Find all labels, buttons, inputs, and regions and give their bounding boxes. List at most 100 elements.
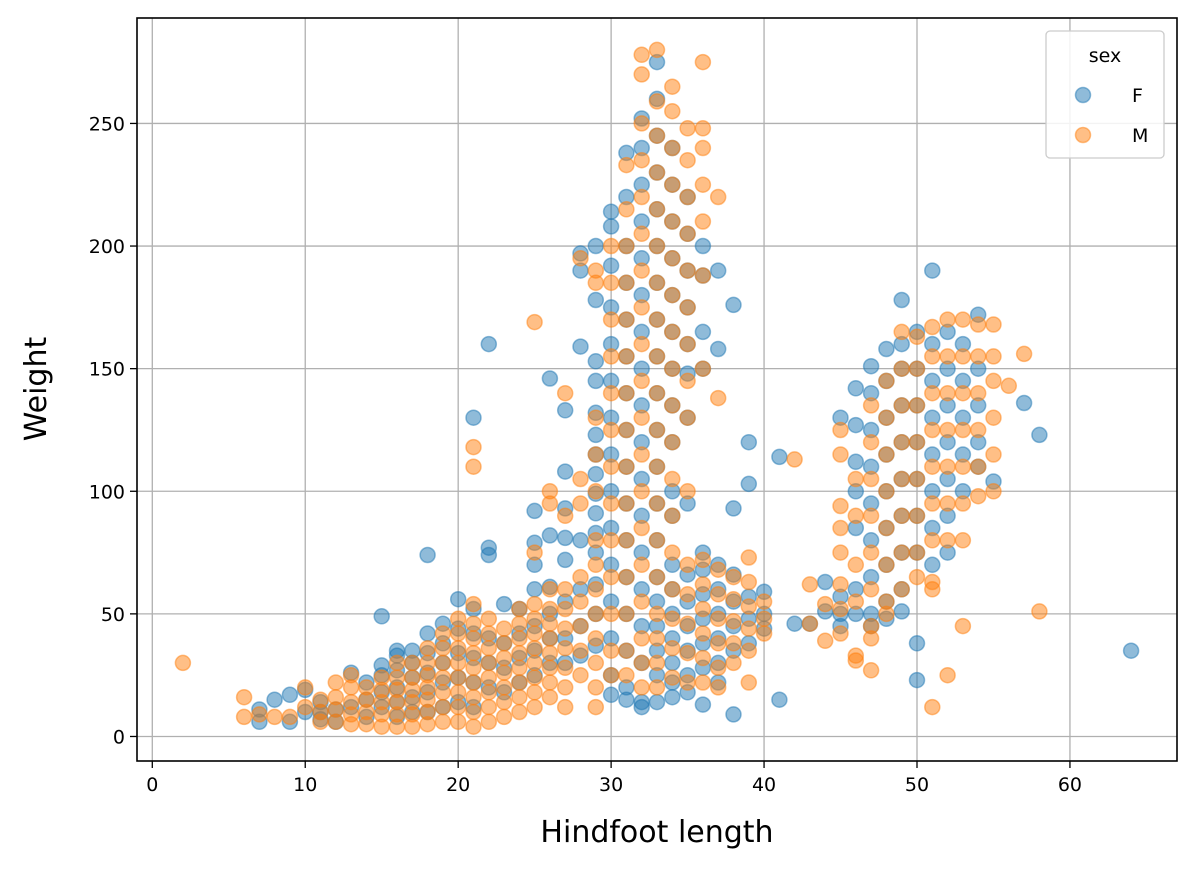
scatter-point (664, 581, 681, 598)
y-tick-label: 50 (101, 604, 125, 626)
scatter-point (954, 532, 972, 549)
scatter-point (648, 654, 666, 672)
scatter-point (924, 458, 941, 475)
scatter-point (679, 644, 696, 662)
scatter-point (893, 433, 910, 451)
scatter-point (618, 458, 635, 475)
scatter-point (985, 409, 1002, 426)
scatter-point (862, 581, 880, 598)
scatter-point (388, 669, 406, 686)
scatter-point (434, 713, 452, 731)
scatter-point (449, 654, 467, 672)
scatter-point (679, 120, 696, 137)
scatter-point (679, 262, 696, 279)
scatter-point (602, 218, 620, 235)
scatter-point (648, 93, 666, 110)
scatter-point (1031, 426, 1048, 444)
scatter-point (908, 507, 926, 525)
scatter-point (709, 635, 727, 652)
scatter-point (939, 495, 956, 512)
scatter-point (801, 615, 819, 632)
scatter-point (954, 348, 972, 365)
scatter-point (648, 127, 666, 144)
scatter-point (602, 421, 620, 439)
scatter-point (725, 612, 742, 630)
scatter-point (985, 372, 1002, 390)
scatter-point (725, 635, 742, 652)
legend-label: M (1132, 125, 1148, 147)
scatter-point (465, 409, 482, 426)
scatter-point (924, 532, 941, 549)
scatter-point (786, 615, 803, 632)
scatter-point (725, 590, 742, 608)
scatter-point (709, 262, 727, 279)
scatter-point (235, 688, 253, 706)
scatter-point (893, 470, 910, 488)
scatter-point (694, 53, 712, 71)
scatter-point (893, 581, 910, 598)
scatter-point (633, 630, 650, 647)
scatter-point (755, 610, 773, 628)
scatter-point (740, 674, 758, 691)
scatter-point (296, 698, 314, 716)
scatter-point (633, 46, 650, 64)
scatter-point (985, 483, 1002, 500)
scatter-point (541, 615, 559, 632)
scatter-point (342, 666, 360, 684)
scatter-point (633, 483, 650, 500)
scatter-point (419, 639, 436, 657)
scatter-point (648, 41, 666, 59)
scatter-point (878, 409, 895, 426)
scatter-point (419, 625, 436, 642)
scatter-point (679, 674, 696, 691)
scatter-point (572, 642, 589, 659)
scatter-point (633, 679, 650, 696)
scatter-point (924, 348, 941, 365)
scatter-point (878, 483, 895, 500)
scatter-point (664, 507, 681, 525)
legend-marker (1074, 126, 1092, 144)
scatter-point (924, 556, 941, 574)
scatter-point (924, 495, 941, 512)
scatter-point (618, 691, 635, 708)
scatter-point (664, 323, 681, 341)
scatter-point (465, 718, 482, 735)
scatter-point (679, 335, 696, 353)
scatter-point (373, 669, 390, 686)
scatter-point (556, 529, 574, 547)
scatter-point (832, 625, 849, 642)
scatter-point (480, 713, 498, 731)
legend-label: F (1132, 85, 1143, 107)
scatter-point (939, 421, 956, 439)
scatter-point (511, 630, 528, 647)
scatter-point (587, 556, 605, 574)
scatter-point (664, 639, 681, 657)
scatter-point (511, 674, 528, 691)
scatter-point (893, 397, 910, 414)
scatter-point (404, 654, 421, 672)
scatter-point (694, 120, 712, 137)
scatter-point (618, 237, 635, 255)
scatter-point (862, 544, 880, 561)
scatter-point (556, 402, 574, 419)
scatter-point (969, 458, 987, 475)
scatter-point (572, 495, 589, 512)
scatter-point (541, 688, 559, 706)
scatter-point (924, 581, 941, 598)
scatter-point (465, 438, 482, 456)
scatter-point (358, 679, 375, 696)
scatter-point (771, 448, 788, 466)
scatter-point (602, 257, 620, 274)
scatter-point (556, 384, 574, 402)
scatter-point (587, 532, 605, 549)
scatter-point (816, 595, 834, 613)
scatter-point (618, 421, 635, 439)
scatter-point (434, 654, 452, 672)
scatter-point (847, 470, 865, 488)
scatter-point (449, 590, 467, 608)
scatter-point (924, 318, 941, 336)
scatter-point (587, 630, 605, 647)
scatter-point (633, 262, 650, 279)
scatter-point (985, 316, 1002, 333)
scatter-point (740, 549, 758, 566)
